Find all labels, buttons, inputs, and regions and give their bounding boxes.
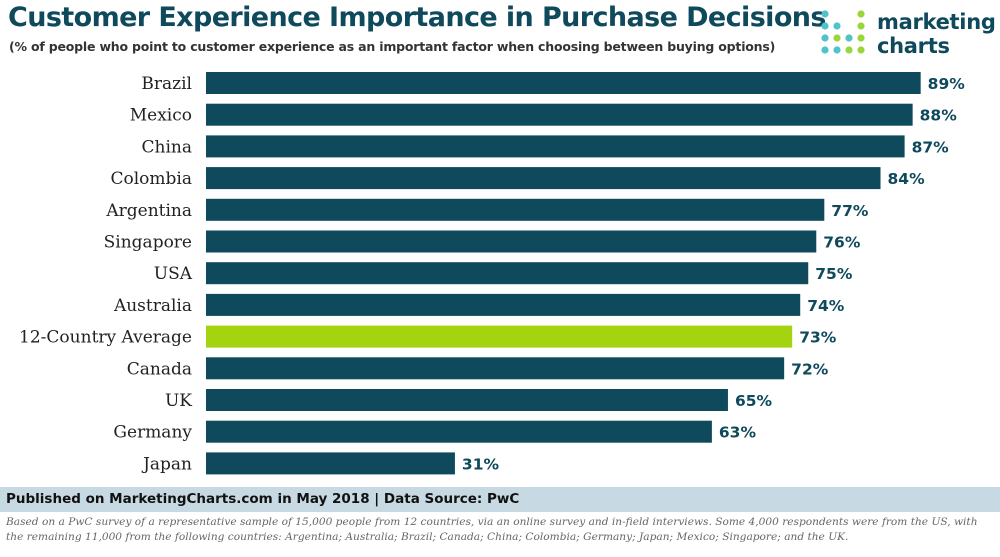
value-label: 87% xyxy=(912,138,950,156)
logo-dot xyxy=(845,34,853,42)
category-label: Singapore xyxy=(104,233,192,253)
bar xyxy=(206,167,881,190)
logo-dot xyxy=(821,46,829,54)
category-label: Mexico xyxy=(130,106,192,126)
category-label: Brazil xyxy=(141,74,192,94)
source-text: Published on MarketingCharts.com in May … xyxy=(6,491,520,507)
category-label: Canada xyxy=(127,359,192,379)
value-label: 88% xyxy=(920,107,958,125)
bar-chart: Brazil 89% Mexico 88% China 87% Colombia 84% Arg… xyxy=(19,72,966,475)
value-label: 31% xyxy=(462,455,500,473)
value-label: 72% xyxy=(791,360,829,378)
value-label: 89% xyxy=(928,75,966,93)
bar-average xyxy=(206,325,793,348)
category-label: Australia xyxy=(113,296,192,316)
logo-dot xyxy=(857,46,865,54)
value-label: 74% xyxy=(807,297,845,315)
category-label: Germany xyxy=(113,423,192,443)
logo-dot xyxy=(821,22,829,30)
category-label: Argentina xyxy=(105,201,192,221)
bar xyxy=(206,452,455,475)
methodology-note: Based on a PwC survey of a representativ… xyxy=(6,516,978,543)
value-label: 63% xyxy=(719,424,757,442)
category-label: Colombia xyxy=(111,169,193,189)
category-label: Japan xyxy=(141,454,192,474)
bar xyxy=(206,389,728,411)
value-label: 76% xyxy=(823,234,861,252)
logo-dot xyxy=(833,22,841,30)
source-bar: Published on MarketingCharts.com in May … xyxy=(0,487,1000,512)
logo-dot xyxy=(857,22,865,30)
bar xyxy=(206,262,809,285)
logo-line-1: marketing xyxy=(877,10,996,34)
bar xyxy=(206,72,921,94)
bar xyxy=(206,357,785,380)
dot-grid-logo-icon xyxy=(821,10,865,54)
bar xyxy=(206,420,712,443)
category-label: USA xyxy=(154,264,193,284)
value-label: 84% xyxy=(888,170,926,188)
chart-subtitle: (% of people who point to customer exper… xyxy=(9,39,776,54)
logo-dot xyxy=(857,34,865,42)
logo-dot xyxy=(833,46,841,54)
logo-line-2: charts xyxy=(877,34,950,58)
logo-dot xyxy=(833,34,841,42)
logo-wordmark: marketing charts xyxy=(877,10,996,58)
value-label: 73% xyxy=(799,329,837,347)
value-label: 65% xyxy=(735,392,773,410)
bar xyxy=(206,135,905,158)
bar xyxy=(206,198,825,221)
logo-dot xyxy=(857,10,865,18)
bar xyxy=(206,293,801,316)
value-label: 77% xyxy=(831,202,869,220)
chart-title: Customer Experience Importance in Purcha… xyxy=(8,2,826,33)
logo-dot xyxy=(821,34,829,42)
logo-dot xyxy=(845,46,853,54)
marketingcharts-logo: marketing charts xyxy=(818,8,998,64)
category-label: UK xyxy=(165,391,192,411)
bar xyxy=(206,103,913,126)
category-label: 12-Country Average xyxy=(19,328,192,348)
category-label: China xyxy=(142,137,192,157)
bar xyxy=(206,230,817,253)
logo-dot xyxy=(821,10,829,18)
value-label: 75% xyxy=(815,265,853,283)
